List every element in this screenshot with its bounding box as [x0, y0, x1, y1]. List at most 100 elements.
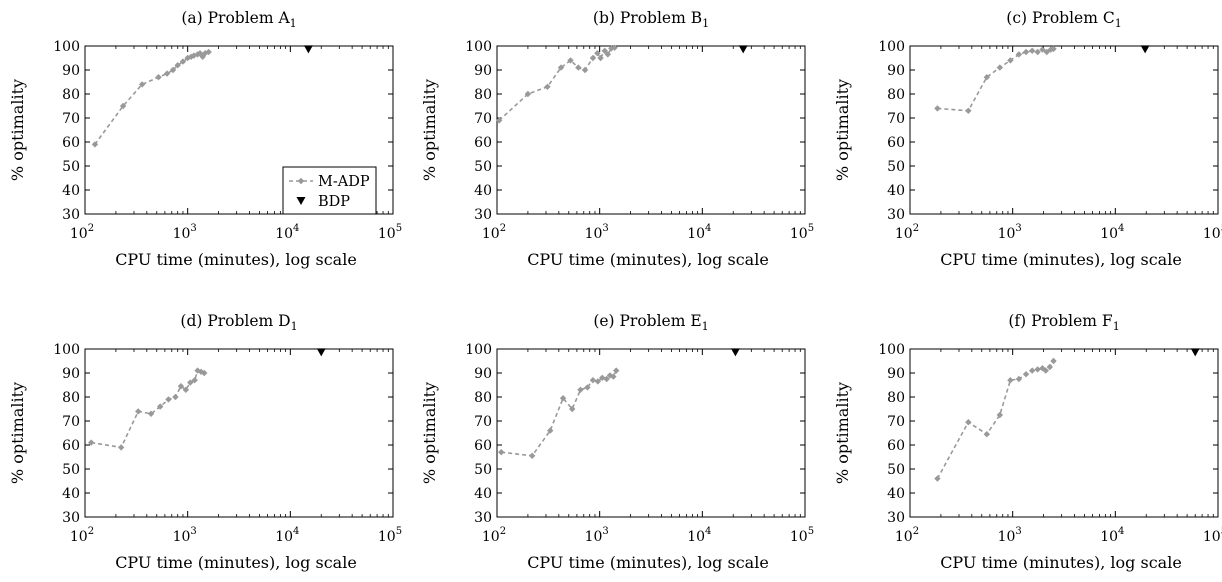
data-point: [559, 395, 567, 402]
y-tick-label: 100: [53, 39, 80, 55]
x-tick-label: 104: [275, 223, 299, 242]
data-point: [1042, 367, 1049, 374]
legend-marker: [296, 197, 306, 205]
y-tick-label: 90: [62, 63, 80, 79]
x-tick-label: 103: [585, 223, 609, 242]
x-tick-label: 105: [378, 526, 402, 545]
legend-marker: [297, 177, 305, 185]
data-point: [1043, 48, 1050, 56]
data-point: [1039, 46, 1046, 53]
x-tick-label: 103: [998, 526, 1022, 545]
x-tick-exponent: 3: [1015, 526, 1021, 537]
x-tick-exponent: 5: [808, 526, 814, 537]
series-line: [936, 360, 1055, 479]
series-bdp: [730, 348, 740, 357]
x-axis-label: CPU time (minutes), log scale: [527, 553, 769, 572]
x-tick-label: 104: [687, 526, 711, 545]
y-tick-label: 90: [474, 366, 492, 382]
data-point: [169, 66, 177, 74]
data-point: [983, 74, 991, 81]
series-m-adp: [495, 44, 618, 124]
data-point: [179, 58, 187, 65]
y-tick-label: 80: [474, 87, 492, 103]
data-point: [303, 45, 313, 54]
data-point: [934, 475, 941, 482]
series-bdp: [1190, 348, 1200, 357]
x-tick-exponent: 2: [88, 223, 94, 234]
data-point: [196, 50, 204, 57]
chart-panel-1: (b) Problem B1 30 40 50 60 70 80 90 100 102 103 104…: [420, 9, 814, 269]
data-point: [1140, 45, 1150, 54]
x-tick-label: 105: [790, 526, 814, 545]
series-line: [91, 369, 205, 449]
data-point: [577, 386, 584, 393]
chart-title: (b) Problem B1: [593, 9, 709, 30]
x-tick-label: 103: [998, 223, 1022, 242]
y-tick-label: 100: [878, 39, 905, 55]
x-tick-exponent: 3: [602, 223, 608, 234]
y-tick-label: 50: [474, 462, 492, 478]
y-axis-label: % optimality: [420, 79, 439, 181]
x-tick-exponent: 3: [1015, 223, 1021, 234]
y-axis-label: % optimality: [8, 382, 27, 484]
data-point: [613, 367, 620, 374]
data-point: [1190, 348, 1200, 357]
y-tick-label: 100: [53, 342, 80, 358]
series-m-adp: [934, 357, 1057, 482]
y-tick-label: 30: [474, 510, 492, 526]
y-tick-label: 40: [887, 486, 905, 502]
x-tick-exponent: 4: [293, 223, 299, 234]
data-point: [584, 384, 591, 391]
data-point: [1029, 47, 1036, 54]
data-point: [1022, 48, 1030, 56]
x-tick-label: 103: [173, 223, 197, 242]
data-point: [601, 47, 608, 54]
y-tick-label: 60: [887, 438, 905, 454]
y-tick-label: 90: [474, 63, 492, 79]
chart-title: (f) Problem F1: [1008, 312, 1119, 333]
data-point: [165, 396, 172, 403]
x-tick-exponent: 5: [396, 223, 402, 234]
data-point: [205, 48, 212, 56]
x-tick-exponent: 5: [396, 526, 402, 537]
data-point: [594, 50, 601, 57]
y-tick-label: 60: [474, 438, 492, 454]
data-point: [1046, 363, 1054, 371]
data-point: [604, 51, 611, 58]
data-point: [1022, 371, 1030, 378]
data-point: [934, 105, 941, 112]
chart-title: (a) Problem A1: [181, 9, 296, 30]
x-tick-exponent: 3: [190, 223, 196, 234]
y-tick-label: 60: [62, 438, 80, 454]
series-bdp: [738, 45, 748, 54]
y-tick-label: 70: [62, 414, 80, 430]
chart-title: (e) Problem E1: [593, 312, 708, 333]
data-point: [187, 53, 195, 60]
data-point: [174, 62, 181, 69]
chart-title-subscript: 1: [702, 17, 709, 30]
chart-panel-3: (d) Problem D1 30 40 50 60 70 80 90 100 102 103 104…: [8, 312, 402, 572]
x-tick-label: 105: [1203, 223, 1222, 242]
data-point: [589, 377, 597, 384]
data-point: [1007, 57, 1014, 64]
x-tick-label: 102: [482, 526, 506, 545]
plot-frame: [84, 45, 394, 215]
y-tick-label: 30: [887, 207, 905, 223]
y-tick-label: 80: [887, 87, 905, 103]
data-point: [557, 64, 565, 71]
data-point: [172, 393, 179, 401]
data-point: [1050, 45, 1057, 53]
x-axis-label: CPU time (minutes), log scale: [940, 553, 1182, 572]
y-tick-label: 70: [474, 414, 492, 430]
data-point: [528, 452, 536, 459]
series-bdp: [303, 45, 313, 54]
data-point: [138, 81, 146, 88]
series-line: [94, 51, 209, 145]
x-tick-label: 104: [1100, 526, 1124, 545]
y-tick-label: 30: [62, 510, 80, 526]
y-tick-label: 50: [887, 462, 905, 478]
data-point: [611, 44, 618, 51]
data-point: [190, 52, 198, 59]
y-tick-label: 90: [62, 366, 80, 382]
chart-title-subscript: 1: [1113, 320, 1120, 333]
